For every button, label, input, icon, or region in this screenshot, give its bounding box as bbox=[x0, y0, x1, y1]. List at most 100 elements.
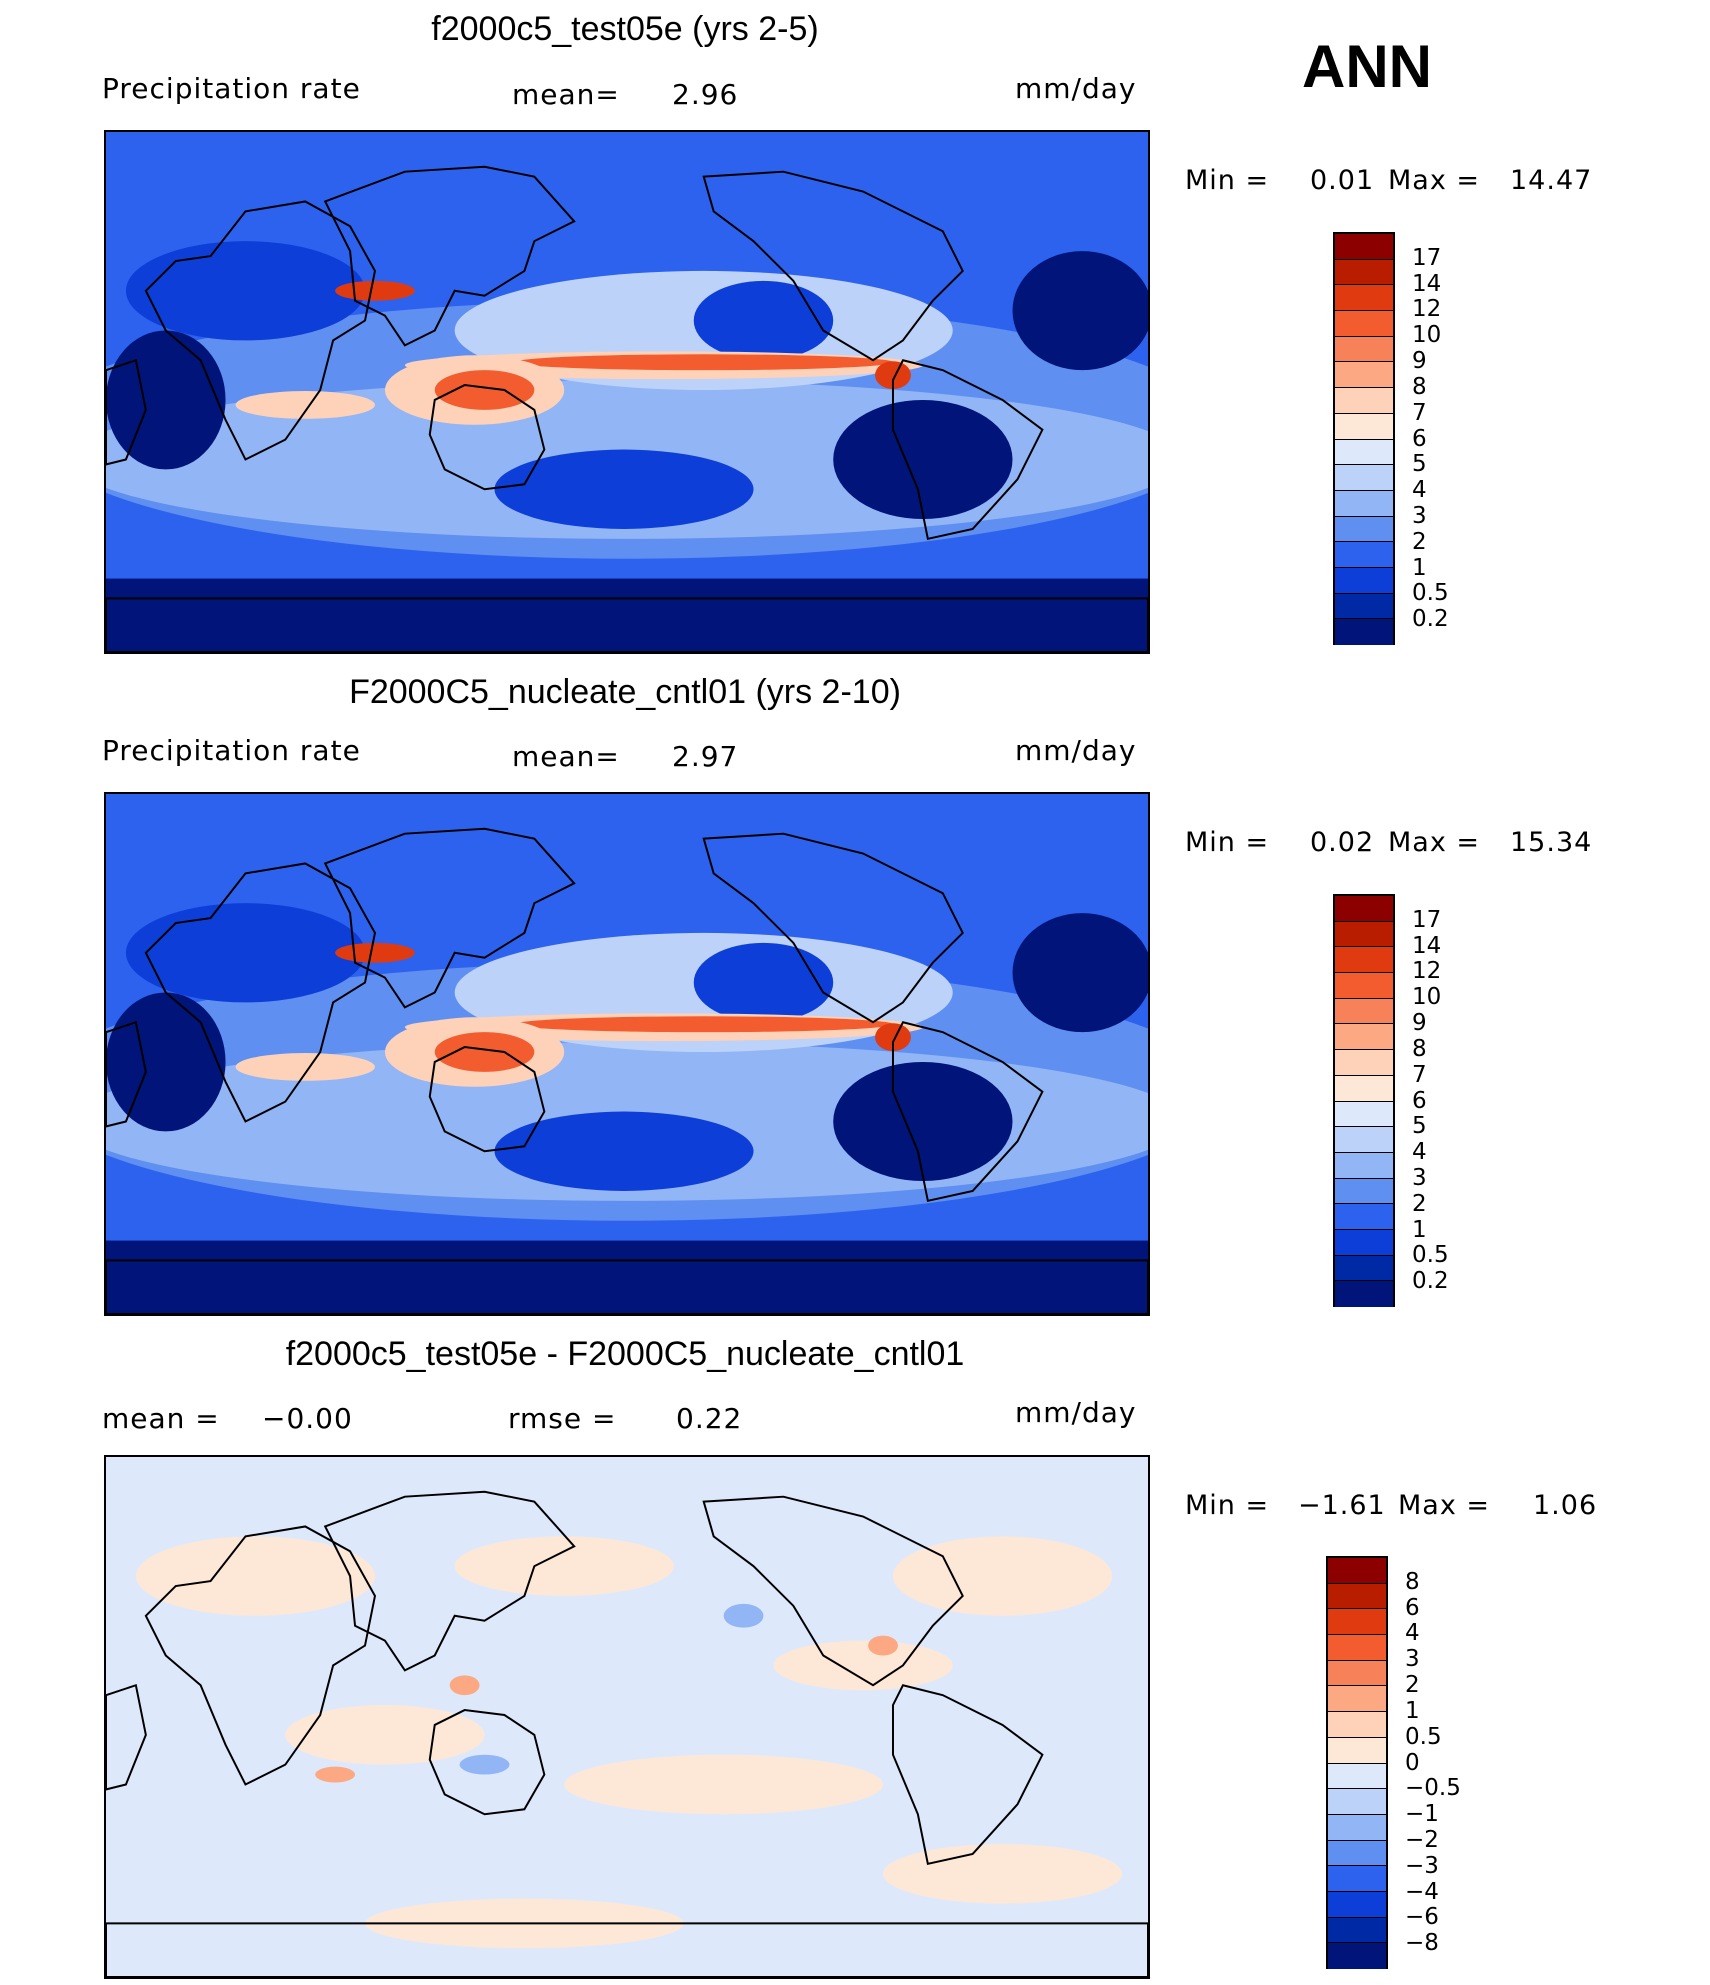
colorbar-swatch bbox=[1328, 1943, 1386, 1969]
colorbar-tick-label: 4 bbox=[1412, 1139, 1427, 1166]
coastline bbox=[144, 200, 377, 461]
colorbar-swatch bbox=[1335, 336, 1393, 363]
colorbar-swatch bbox=[1335, 1075, 1393, 1102]
panel-2-map-field bbox=[106, 794, 1148, 1314]
colorbar-swatch bbox=[1328, 1737, 1386, 1764]
diff-positive-peak bbox=[315, 1766, 356, 1783]
dry-east-pacific-south bbox=[833, 399, 1013, 520]
diff-positive-area bbox=[892, 1536, 1113, 1616]
panama-maximum bbox=[875, 1023, 911, 1052]
colorbar-tick-label: 12 bbox=[1412, 296, 1442, 323]
panel-1-map-field bbox=[106, 132, 1148, 652]
colorbar-tick-label: 2 bbox=[1412, 1190, 1427, 1217]
colorbar-tick-label: 12 bbox=[1412, 958, 1442, 985]
colorbar-tick-label: 7 bbox=[1412, 1061, 1427, 1088]
colorbar-tick-label: −2 bbox=[1405, 1826, 1439, 1853]
colorbar-tick-label: 2 bbox=[1405, 1672, 1420, 1699]
colorbar-swatch bbox=[1335, 1255, 1393, 1282]
colorbar-tick-label: −3 bbox=[1405, 1852, 1439, 1879]
colorbar-swatch bbox=[1328, 1840, 1386, 1867]
panel-3-title: f2000c5_test05e - F2000C5_nucleate_cntl0… bbox=[285, 1335, 965, 1373]
colorbar-tick-label: 3 bbox=[1412, 502, 1427, 529]
colorbar-tick-label: 6 bbox=[1405, 1594, 1420, 1621]
colorbar-swatch bbox=[1328, 1660, 1386, 1687]
panel-2-min-value: 0.02 bbox=[1310, 827, 1375, 858]
coastline bbox=[144, 862, 377, 1123]
colorbar-swatch bbox=[1335, 516, 1393, 543]
panel-1-min-label: Min = bbox=[1185, 165, 1270, 196]
panel-1-max-label: Max = bbox=[1388, 165, 1481, 196]
colorbar-swatch bbox=[1335, 439, 1393, 466]
colorbar-swatch bbox=[1335, 1229, 1393, 1256]
colorbar-swatch bbox=[1328, 1686, 1386, 1713]
panel-2-min-label: Min = bbox=[1185, 827, 1270, 858]
panel-3-mean-value: −0.00 bbox=[262, 1402, 353, 1435]
colorbar-swatch bbox=[1335, 311, 1393, 337]
diff-positive-peak bbox=[868, 1635, 898, 1656]
himalaya-maximum bbox=[335, 280, 415, 301]
coastline bbox=[106, 1259, 1148, 1314]
panel-3-min-label: Min = bbox=[1185, 1490, 1270, 1521]
indian-ocean-itcz bbox=[235, 1053, 375, 1081]
coastline bbox=[428, 384, 546, 491]
colorbar-swatch bbox=[1335, 1281, 1393, 1307]
itcz bbox=[514, 1016, 893, 1033]
colorbar-swatch bbox=[1328, 1583, 1386, 1610]
panel-1-mean-label: mean= bbox=[512, 78, 620, 111]
colorbar-tick-label: 17 bbox=[1412, 244, 1442, 271]
panel-1-map bbox=[104, 130, 1150, 654]
colorbar-swatch bbox=[1335, 921, 1393, 948]
dry-east-pacific-north bbox=[693, 280, 834, 361]
itcz bbox=[514, 354, 893, 371]
colorbar-swatch bbox=[1335, 465, 1393, 491]
colorbar-tick-label: 10 bbox=[1412, 322, 1442, 349]
coastline bbox=[106, 597, 1148, 652]
colorbar-swatch bbox=[1328, 1917, 1386, 1944]
panel-1-title: f2000c5_test05e (yrs 2-5) bbox=[431, 10, 819, 48]
dry-atlantic-east bbox=[106, 330, 226, 470]
coastline bbox=[702, 170, 964, 362]
colorbar-tick-label: 9 bbox=[1412, 348, 1427, 375]
colorbar-tick-label: 4 bbox=[1412, 477, 1427, 504]
coastline bbox=[428, 1709, 546, 1816]
colorbar-tick-label: −4 bbox=[1405, 1878, 1439, 1905]
coastline bbox=[323, 1490, 576, 1672]
panel-2-units: mm/day bbox=[1015, 734, 1137, 767]
colorbar-tick-label: 0.2 bbox=[1412, 606, 1449, 633]
dry-north-atlantic bbox=[1012, 251, 1148, 371]
panel-3-max-value: 1.06 bbox=[1533, 1490, 1598, 1521]
panel-3-map-field bbox=[106, 1457, 1148, 1977]
colorbar-swatch bbox=[1335, 1101, 1393, 1128]
coastline bbox=[891, 359, 1044, 541]
coastline bbox=[106, 1922, 1148, 1977]
coastline bbox=[106, 358, 147, 466]
colorbar-tick-label: 3 bbox=[1412, 1164, 1427, 1191]
coastline bbox=[702, 832, 964, 1024]
colorbar-swatch bbox=[1335, 619, 1393, 645]
indian-ocean-itcz bbox=[235, 391, 375, 419]
colorbar-tick-label: 5 bbox=[1412, 451, 1427, 478]
colorbar-swatch bbox=[1335, 413, 1393, 440]
panel-1-min-value: 0.01 bbox=[1310, 165, 1375, 196]
colorbar-swatch bbox=[1335, 1178, 1393, 1205]
colorbar-tick-label: 4 bbox=[1405, 1620, 1420, 1647]
colorbar-swatch bbox=[1328, 1814, 1386, 1841]
panama-maximum bbox=[875, 361, 911, 390]
dry-north-atlantic bbox=[1012, 913, 1148, 1033]
panel-3-max-label: Max = bbox=[1398, 1490, 1491, 1521]
dry-east-pacific-south bbox=[833, 1061, 1013, 1182]
colorbar-tick-label: 0.5 bbox=[1412, 1242, 1449, 1269]
antarctic-dry bbox=[106, 578, 1148, 652]
coastline bbox=[702, 1495, 964, 1687]
coastline bbox=[323, 165, 576, 347]
colorbar-swatch bbox=[1335, 1050, 1393, 1076]
antarctic-dry bbox=[106, 1240, 1148, 1314]
colorbar-tick-label: 14 bbox=[1412, 270, 1442, 297]
colorbar-swatch bbox=[1328, 1635, 1386, 1661]
dry-east-pacific-north bbox=[693, 942, 834, 1023]
colorbar-tick-label: 17 bbox=[1412, 906, 1442, 933]
diff-negative-peak bbox=[459, 1754, 510, 1775]
panel-1-mean-value: 2.96 bbox=[672, 78, 739, 111]
colorbar-swatch bbox=[1335, 285, 1393, 312]
panel-3-units: mm/day bbox=[1015, 1396, 1137, 1429]
